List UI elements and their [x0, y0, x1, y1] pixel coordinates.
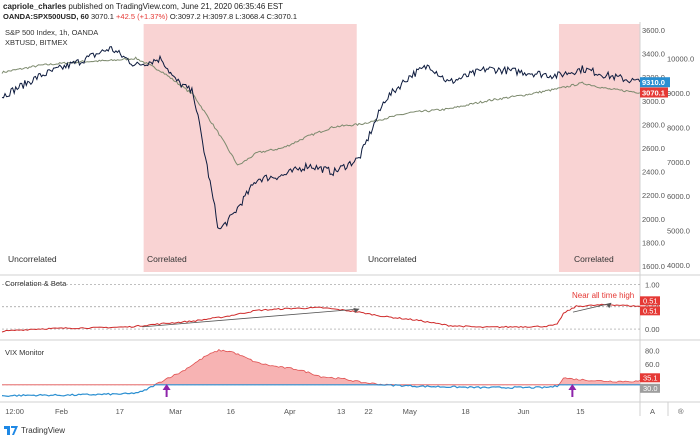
- spx-price-box: [640, 87, 668, 98]
- spx-axis-tick-1: 3400.0: [642, 50, 665, 59]
- trend-arrow-2: [572, 302, 612, 313]
- correlation-line: [1, 303, 641, 333]
- symbol-name[interactable]: OANDA:SPX500USD, 60: [3, 12, 89, 21]
- btc-axis-tick-3: 7000.0: [667, 158, 690, 167]
- region-label-1: Uncorrelated: [8, 254, 57, 264]
- main-title: S&P 500 Index, 1h, OANDA: [5, 28, 98, 37]
- region-shading: [143, 24, 640, 272]
- axes: 3600.03400.03200.03000.02800.02600.02400…: [5, 26, 694, 416]
- ohlc-values: O:3097.2 H:3097.8 L:3068.4 C:3070.1: [169, 12, 297, 21]
- vix-axis-tick-0: 80.0: [645, 346, 660, 355]
- x-axis-tick-10: Jun: [518, 407, 530, 416]
- btc-axis-tick-6: 4000.0: [667, 261, 690, 270]
- signal-arrow-1: [162, 384, 171, 390]
- spx-axis-tick-10: 1600.0: [642, 262, 665, 271]
- trend-arrow-1: [142, 308, 360, 328]
- chart-canvas[interactable]: 3600.03400.03200.03000.02800.02600.02400…: [0, 22, 700, 418]
- region-label-3: Uncorrelated: [368, 254, 417, 264]
- vix-panel: [1, 348, 641, 398]
- x-axis-tick-7: 22: [364, 407, 372, 416]
- signal-arrow-stem-1: [165, 390, 168, 397]
- spx-series-line: [1, 56, 641, 166]
- spx-axis-tick-7: 2200.0: [642, 191, 665, 200]
- spx-axis-tick-8: 2000.0: [642, 215, 665, 224]
- x-axis-tick-2: 17: [116, 407, 124, 416]
- x-axis-tick-8: May: [403, 407, 417, 416]
- region-label-2: Correlated: [147, 254, 187, 264]
- x-axis-tick-9: 18: [461, 407, 469, 416]
- spx-price-label: 3070.1: [642, 88, 665, 97]
- last-price: 3070.1: [90, 12, 114, 21]
- vix-area-fill: [2, 349, 640, 385]
- ath-annotation: Near all time high: [572, 291, 634, 300]
- btc-axis-tick-5: 5000.0: [667, 227, 690, 236]
- x-axis-tick-11: 15: [576, 407, 584, 416]
- corr-axis-tick-2: 0.00: [645, 325, 660, 334]
- price-panel: [1, 46, 641, 230]
- vix-below-line: [1, 384, 640, 398]
- tradingview-logo-icon: [4, 426, 18, 435]
- btc-axis-tick-0: 10000.0: [667, 54, 694, 63]
- corr-axis-tick-0: 1.00: [645, 280, 660, 289]
- btc-series-name: XBTUSD, BITMEX: [5, 38, 68, 47]
- btc-axis-tick-4: 6000.0: [667, 192, 690, 201]
- btc-axis-tick-1: 9000.0: [667, 89, 690, 98]
- spx-axis-tick-6: 2400.0: [642, 168, 665, 177]
- tradingview-brand[interactable]: TradingView: [4, 426, 65, 435]
- corr-value-label-1: 0.51: [643, 306, 658, 315]
- trend-arrow-2-head: [606, 303, 612, 309]
- shaded-region-2: [143, 24, 357, 272]
- corr-value-box-1: [640, 306, 660, 316]
- btc-price-label: 9310.0: [642, 78, 665, 87]
- region-label-4: Correlated: [574, 254, 614, 264]
- shaded-region-4: [558, 24, 640, 272]
- vix-value-box-0: [640, 373, 660, 383]
- vix-axis-tick-1: 60.0: [645, 360, 660, 369]
- vix-value-label-1: 30.0: [643, 384, 658, 393]
- corr-value-box-0: [640, 296, 660, 306]
- x-axis-tick-6: 13: [337, 407, 345, 416]
- spx-axis-tick-3: 3000.0: [642, 97, 665, 106]
- x-axis-tick-4: 16: [227, 407, 235, 416]
- btc-axis-tick-2: 8000.0: [667, 123, 690, 132]
- trend-arrow-1-head: [353, 308, 360, 313]
- signal-arrow-stem-2: [571, 390, 574, 397]
- settings-button[interactable]: ®: [678, 407, 684, 416]
- author-name[interactable]: capriole_charles: [3, 2, 67, 11]
- corr-value-label-0: 0.51: [643, 296, 658, 305]
- x-axis-tick-3: Mar: [169, 407, 182, 416]
- vix-title: VIX Monitor: [5, 348, 45, 357]
- spx-axis-tick-4: 2800.0: [642, 120, 665, 129]
- auto-scale-button[interactable]: A: [650, 407, 655, 416]
- price-change: +42.5 (+1.37%): [116, 12, 168, 21]
- spx-axis-tick-5: 2600.0: [642, 144, 665, 153]
- spx-axis-tick-9: 1800.0: [642, 238, 665, 247]
- btc-price-box: [640, 77, 670, 88]
- vix-value-label-0: 35.1: [643, 373, 658, 382]
- vix-value-box-1: [640, 383, 660, 393]
- symbol-header: OANDA:SPX500USD, 60 3070.1 +42.5 (+1.37%…: [3, 12, 297, 21]
- btc-series-line: [1, 46, 641, 230]
- brand-name: TradingView: [21, 426, 66, 435]
- x-axis-tick-0: 12:00: [5, 407, 24, 416]
- x-axis-tick-1: Feb: [55, 407, 68, 416]
- correlation-panel: [1, 284, 641, 333]
- publish-text: published on TradingView.com, June 21, 2…: [68, 2, 284, 11]
- publish-info: capriole_charles published on TradingVie…: [3, 2, 283, 11]
- correlation-title: Correlation & Beta: [5, 279, 67, 288]
- vix-line: [2, 348, 641, 386]
- signal-arrow-2: [568, 384, 577, 390]
- x-axis-tick-5: Apr: [284, 407, 296, 416]
- spx-axis-tick-0: 3600.0: [642, 26, 665, 35]
